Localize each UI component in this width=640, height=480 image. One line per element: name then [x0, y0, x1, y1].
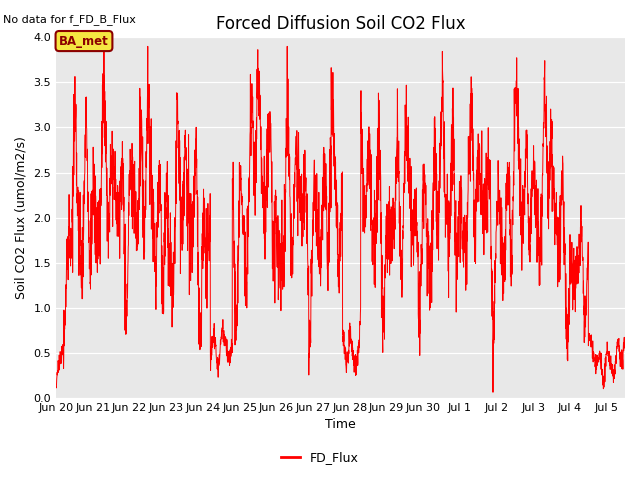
X-axis label: Time: Time	[325, 419, 356, 432]
Y-axis label: Soil CO2 Flux (umol/m2/s): Soil CO2 Flux (umol/m2/s)	[15, 136, 28, 299]
Title: Forced Diffusion Soil CO2 Flux: Forced Diffusion Soil CO2 Flux	[216, 15, 465, 33]
Text: BA_met: BA_met	[59, 35, 109, 48]
Text: No data for f_FD_B_Flux: No data for f_FD_B_Flux	[3, 14, 136, 25]
Legend: FD_Flux: FD_Flux	[276, 446, 364, 469]
